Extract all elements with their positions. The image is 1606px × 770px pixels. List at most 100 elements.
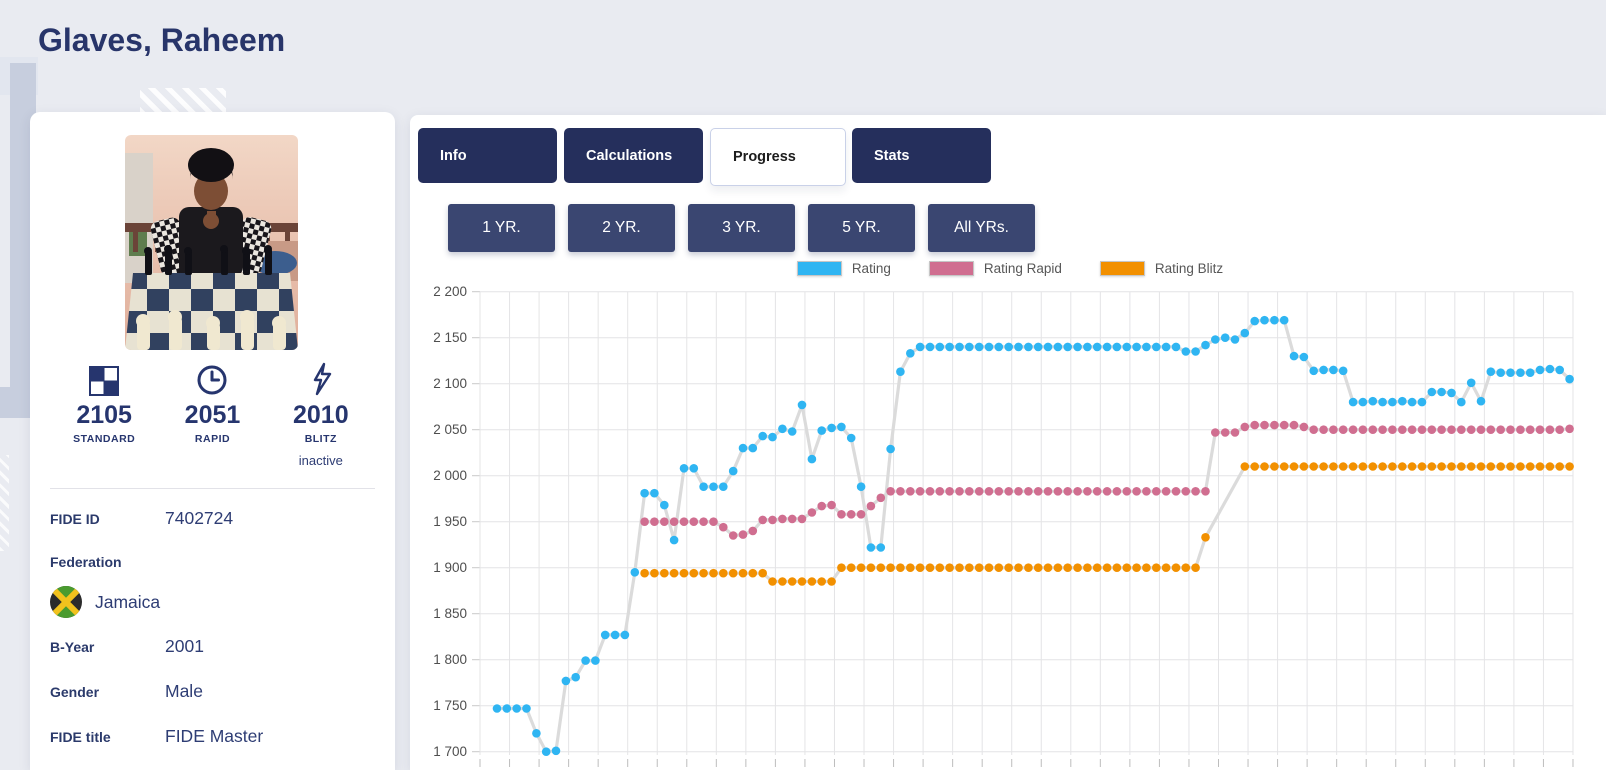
- data-point: [896, 487, 905, 496]
- data-point: [709, 568, 718, 578]
- data-point: [1398, 425, 1407, 434]
- data-point: [1427, 387, 1437, 397]
- tab-calculations[interactable]: Calculations: [564, 128, 703, 183]
- data-point: [1181, 487, 1191, 496]
- legend-item[interactable]: Rating Rapid: [928, 261, 1062, 276]
- legend-label: Rating Rapid: [983, 261, 1062, 276]
- tab-bar: Info Calculations Progress Stats: [418, 128, 991, 186]
- range-3yr-button[interactable]: 3 YR.: [688, 204, 795, 252]
- data-point: [984, 487, 994, 496]
- data-point: [1545, 364, 1555, 374]
- gender-label: Gender: [50, 684, 100, 700]
- legend-item[interactable]: Rating: [796, 261, 891, 276]
- data-point: [1102, 487, 1112, 496]
- range-all-yrs-button[interactable]: All YRs.: [928, 204, 1035, 252]
- data-point: [1516, 462, 1525, 471]
- lightning-icon: [267, 360, 375, 396]
- blitz-rating-value: 2010: [293, 401, 349, 429]
- chart-legend: Rating Rating Rapid Rating Blitz: [430, 261, 1590, 276]
- data-point: [1447, 425, 1456, 434]
- data-point: [955, 342, 964, 352]
- data-point: [660, 517, 669, 526]
- data-point: [925, 487, 935, 496]
- tab-info[interactable]: Info: [418, 128, 557, 183]
- data-point: [699, 568, 708, 578]
- data-point: [1220, 333, 1230, 342]
- data-point: [748, 443, 758, 453]
- data-point: [669, 568, 679, 578]
- data-point: [571, 672, 580, 682]
- range-2yr-button[interactable]: 2 YR.: [568, 204, 675, 252]
- data-point: [1043, 563, 1053, 572]
- data-point: [610, 630, 620, 640]
- data-point: [728, 466, 738, 476]
- data-point: [1565, 374, 1574, 384]
- data-point: [1260, 420, 1269, 430]
- data-point: [787, 427, 797, 436]
- data-point: [709, 482, 718, 491]
- data-point: [600, 630, 610, 640]
- range-5yr-button[interactable]: 5 YR.: [808, 204, 915, 252]
- data-point: [758, 515, 767, 525]
- data-point: [738, 530, 748, 539]
- standard-rating-label: STANDARD: [73, 433, 136, 445]
- data-point: [1201, 533, 1210, 542]
- data-point: [669, 535, 679, 545]
- data-point: [1171, 487, 1181, 496]
- legend-label: Rating Blitz: [1154, 261, 1224, 276]
- data-point: [620, 630, 630, 640]
- data-point: [984, 342, 994, 352]
- data-point: [1535, 365, 1545, 375]
- data-point: [1496, 462, 1505, 471]
- data-point: [1240, 462, 1250, 471]
- data-point: [1319, 425, 1328, 434]
- tab-stats[interactable]: Stats: [852, 128, 991, 183]
- data-point: [1506, 425, 1515, 434]
- data-point: [1407, 425, 1417, 434]
- data-point: [1024, 487, 1033, 496]
- data-point: [719, 568, 728, 578]
- data-point: [1368, 396, 1378, 406]
- data-point: [1427, 425, 1437, 434]
- data-point: [1152, 563, 1161, 572]
- data-point: [1053, 342, 1063, 352]
- data-point: [965, 342, 974, 352]
- data-point: [1053, 563, 1063, 572]
- data-point: [974, 342, 984, 352]
- tab-progress[interactable]: Progress: [710, 128, 846, 186]
- data-point: [974, 487, 984, 496]
- range-1yr-button[interactable]: 1 YR.: [448, 204, 555, 252]
- data-point: [679, 517, 689, 526]
- data-point: [1319, 462, 1328, 471]
- data-point: [1260, 462, 1269, 471]
- svg-text:1 700: 1 700: [433, 744, 467, 759]
- fide-title-row: FIDE title FIDE Master: [50, 726, 385, 747]
- svg-text:1 950: 1 950: [433, 514, 467, 529]
- data-point: [1191, 563, 1200, 572]
- data-point: [1201, 340, 1210, 350]
- byear-row: B-Year 2001: [50, 636, 385, 657]
- page-title: Glaves, Raheem: [38, 22, 286, 58]
- data-point: [1161, 563, 1171, 572]
- data-point: [827, 500, 836, 510]
- data-point: [1230, 428, 1240, 437]
- data-point: [1348, 397, 1358, 407]
- data-point: [1053, 487, 1063, 496]
- data-point: [866, 563, 876, 572]
- data-point: [541, 747, 551, 756]
- svg-text:2 200: 2 200: [433, 284, 467, 299]
- data-point: [1319, 365, 1328, 375]
- legend-label: Rating: [851, 261, 891, 276]
- data-point: [1201, 487, 1210, 496]
- legend-item[interactable]: Rating Blitz: [1099, 261, 1224, 276]
- data-point: [886, 487, 895, 496]
- data-point: [1270, 315, 1279, 325]
- data-point: [728, 531, 738, 540]
- data-point: [925, 563, 935, 572]
- data-point: [1181, 563, 1191, 572]
- data-point: [689, 517, 699, 526]
- data-point: [955, 487, 964, 496]
- data-point: [935, 487, 945, 496]
- data-point: [1516, 368, 1525, 377]
- data-point: [1132, 563, 1141, 572]
